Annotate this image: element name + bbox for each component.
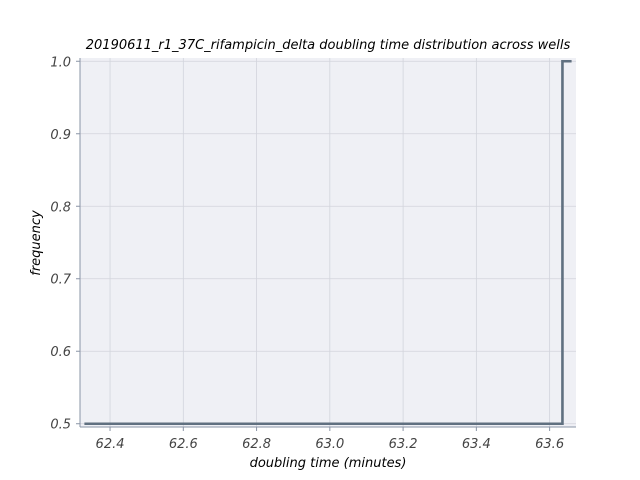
y-axis-label: frequency (29, 210, 44, 276)
x-tick-labels: 62.4 62.6 62.8 63.0 63.2 63.4 63.6 (96, 427, 564, 452)
y-tick-label-4: 0.9 (50, 128, 71, 143)
y-tick-label-1: 0.6 (50, 345, 71, 360)
series-layer (84, 59, 572, 426)
x-tick-label-4: 63.2 (389, 437, 418, 452)
chart-title: 20190611_r1_37C_rifampicin_delta doublin… (86, 38, 571, 53)
y-tick-label-0: 0.5 (50, 418, 71, 433)
x-tick-label-3: 63.0 (315, 437, 344, 452)
plot-background (80, 58, 576, 427)
x-tick-label-2: 62.8 (242, 437, 271, 452)
x-tick-label-1: 62.6 (169, 437, 198, 452)
grid-lines (80, 58, 576, 427)
y-tick-label-5: 1.0 (50, 55, 71, 70)
x-tick-label-6: 63.6 (535, 437, 564, 452)
y-tick-label-3: 0.8 (50, 200, 71, 215)
y-tick-labels: 0.5 0.6 0.7 0.8 0.9 1.0 (50, 55, 80, 433)
axes-spines (79, 58, 576, 428)
x-tick-label-0: 62.4 (96, 437, 125, 452)
y-tick-label-2: 0.7 (50, 273, 71, 288)
x-tick-label-5: 63.4 (462, 437, 491, 452)
x-axis-label: doubling time (minutes) (250, 456, 407, 471)
series-step-line-0 (84, 59, 572, 426)
